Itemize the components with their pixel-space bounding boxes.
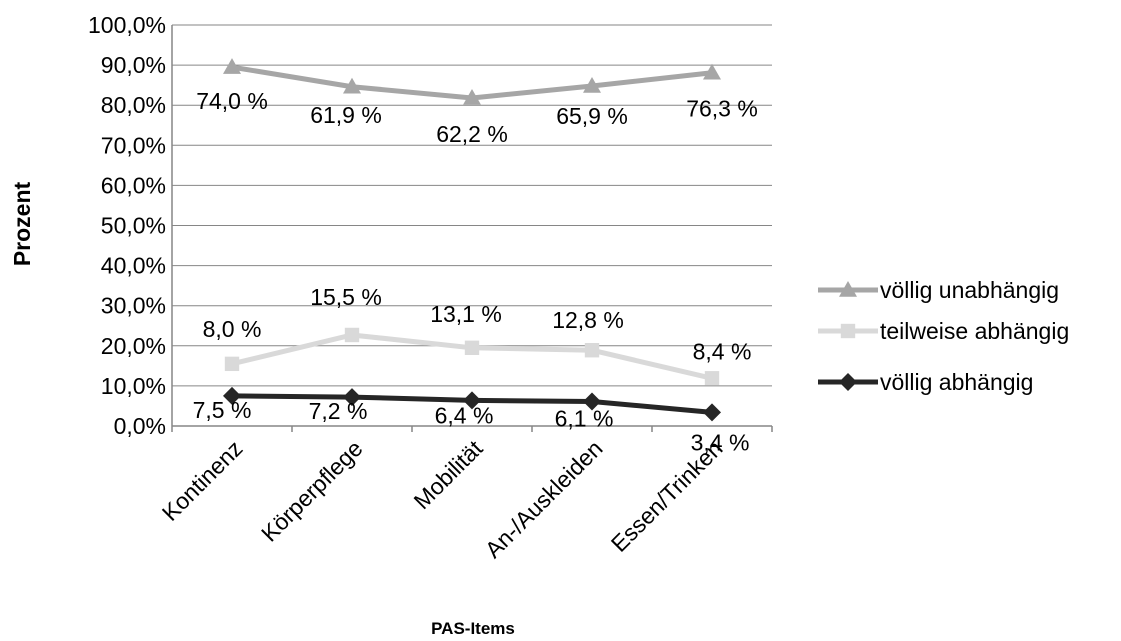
data-label: 8,4 % — [693, 338, 752, 364]
legend-item: völlig abhängig — [818, 369, 1033, 395]
legend-swatch-marker — [839, 281, 857, 297]
data-point-marker — [223, 386, 241, 405]
data-label: 12,8 % — [552, 307, 624, 333]
data-label: 6,4 % — [435, 402, 494, 428]
x-category-label: Körperpflege — [256, 435, 368, 547]
y-axis-title: Prozent — [9, 181, 35, 266]
x-category-label: An-/Auskleiden — [480, 435, 608, 563]
data-point-marker — [583, 392, 601, 411]
y-tick-label: 40,0% — [101, 253, 166, 279]
legend-item: teilweise abhängig — [818, 318, 1069, 344]
data-labels: 74,0 % 61,9 % 62,2 % 65,9 % 76,3 % 8,0 % 15,5 … — [193, 88, 758, 455]
data-point-marker — [343, 388, 361, 407]
y-tick-label: 70,0% — [101, 132, 166, 158]
y-tick-label: 60,0% — [101, 172, 166, 198]
data-point-marker — [463, 88, 481, 105]
data-label: 8,0 % — [203, 316, 262, 342]
legend-label: teilweise abhängig — [880, 318, 1069, 344]
y-tick-label: 50,0% — [101, 213, 166, 239]
legend-label: völlig unabhängig — [880, 277, 1059, 303]
legend-label: völlig abhängig — [880, 369, 1033, 395]
series-1 — [224, 327, 720, 386]
series-0 — [223, 58, 721, 105]
series-2 — [223, 386, 721, 422]
data-point-marker — [463, 391, 481, 410]
axes — [171, 25, 773, 432]
legend: völlig unabhängig teilweise abhängig völli… — [818, 277, 1069, 395]
x-category-label: Mobilität — [409, 435, 488, 514]
y-tick-label: 100,0% — [88, 12, 166, 38]
data-label: 6,1 % — [555, 406, 614, 432]
y-tick-label: 0,0% — [114, 413, 166, 439]
y-tick-label: 80,0% — [101, 92, 166, 118]
y-tick-label: 90,0% — [101, 52, 166, 78]
x-axis-category-labels: Kontinenz Körperpflege MobilitätAn-/Auskle… — [157, 435, 728, 563]
data-label: 7,2 % — [309, 398, 368, 424]
data-point-marker — [343, 77, 361, 94]
data-label: 76,3 % — [686, 96, 758, 122]
data-label: 62,2 % — [436, 121, 508, 147]
data-label: 61,9 % — [310, 102, 382, 128]
data-label: 15,5 % — [310, 284, 382, 310]
legend-swatch-marker — [840, 323, 856, 339]
y-axis-tick-labels: 0,0% 10,0% 20,0% 30,0% 40,0% 50,0% 60,0% 70,0% 8… — [88, 12, 166, 439]
data-point-marker — [583, 76, 601, 93]
data-label: 13,1 % — [430, 301, 502, 327]
x-category-label: Kontinenz — [157, 435, 248, 526]
series-layer — [223, 58, 721, 422]
data-point-marker — [344, 327, 360, 343]
data-point-marker — [584, 343, 600, 358]
legend-item: völlig unabhängig — [818, 277, 1059, 303]
legend-swatch-marker — [839, 373, 857, 391]
data-label: 3,4 % — [691, 429, 750, 455]
data-point-marker — [703, 403, 721, 422]
data-label: 65,9 % — [556, 103, 628, 129]
data-point-marker — [224, 356, 240, 372]
data-label: 7,5 % — [193, 397, 252, 423]
data-label: 74,0 % — [196, 88, 268, 114]
y-tick-label: 30,0% — [101, 293, 166, 319]
y-tick-label: 20,0% — [101, 333, 166, 359]
data-point-marker — [464, 340, 480, 356]
x-axis-title: PAS-Items — [431, 619, 515, 638]
y-tick-label: 10,0% — [101, 373, 166, 399]
data-point-marker — [223, 58, 241, 74]
gridlines — [172, 24, 772, 387]
data-point-marker — [703, 63, 721, 80]
data-point-marker — [704, 371, 720, 386]
